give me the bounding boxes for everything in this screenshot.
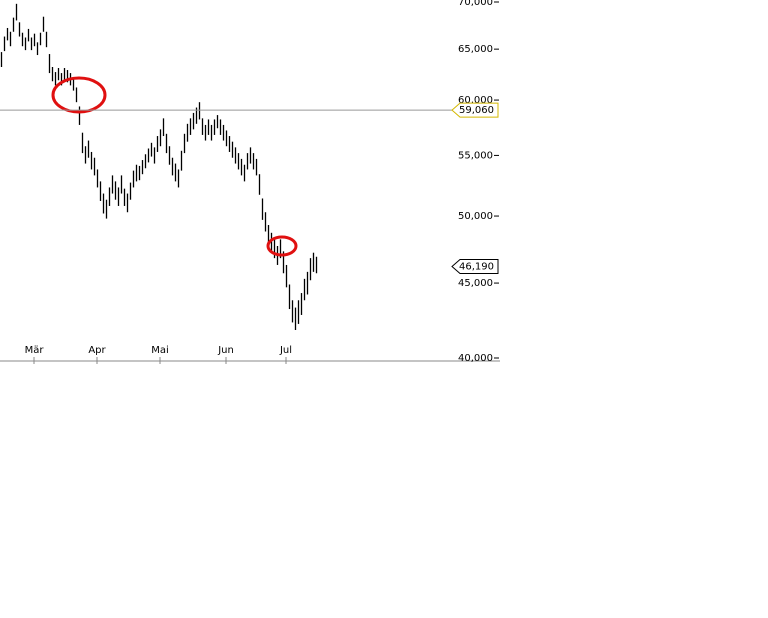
y-tick-label: 40,000	[458, 353, 493, 364]
x-tick-label: Apr	[88, 345, 106, 356]
x-tick-label: Mai	[151, 345, 169, 356]
plot	[0, 3, 318, 330]
level-label-box	[451, 102, 499, 118]
y-tick-label: 50,000	[458, 211, 493, 222]
y-tick-label: 70,000	[458, 0, 493, 8]
level-label: 59,060	[459, 105, 494, 116]
last-price-box	[451, 258, 499, 274]
y-tick-label: 65,000	[458, 44, 493, 55]
x-tick-label: Jun	[217, 345, 234, 356]
x-tick-label: Jul	[279, 345, 292, 356]
y-tick-label: 45,000	[458, 278, 493, 289]
y-tick-label: 60,000	[458, 95, 493, 106]
last-price-label: 46,190	[459, 261, 494, 272]
x-tick-label: Mär	[25, 345, 45, 356]
annotation-circle	[51, 76, 107, 114]
y-tick-label: 55,000	[458, 150, 493, 161]
annotation-circle	[266, 235, 298, 257]
